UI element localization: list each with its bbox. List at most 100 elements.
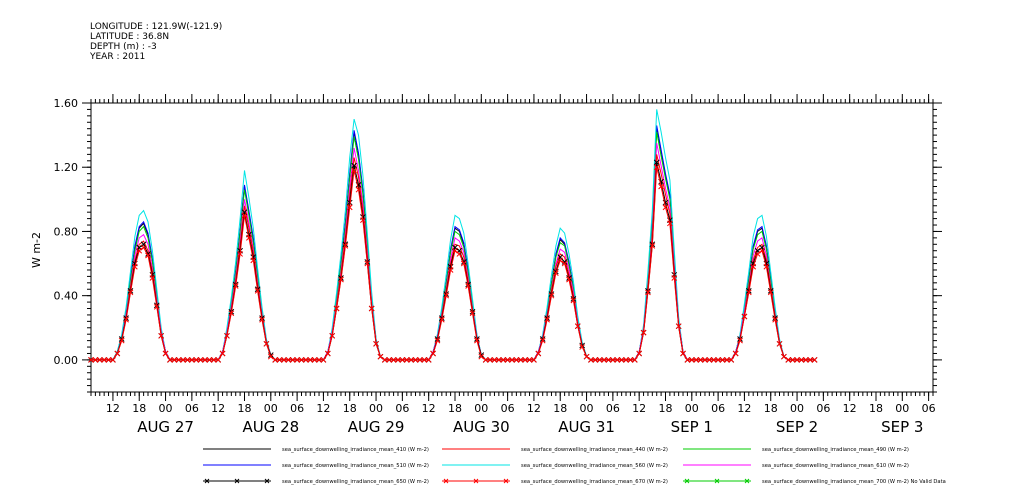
series-marker bbox=[381, 357, 388, 363]
series-marker bbox=[776, 340, 783, 347]
x-tick-label: 06 bbox=[922, 402, 936, 415]
series-marker bbox=[675, 323, 682, 330]
x-tick-label: 00 bbox=[264, 402, 278, 415]
series-marker bbox=[579, 344, 586, 350]
series-marker bbox=[548, 292, 555, 299]
series-marker bbox=[702, 357, 708, 363]
series-marker bbox=[601, 357, 607, 363]
series-marker bbox=[193, 357, 200, 363]
series-marker bbox=[403, 357, 410, 363]
x-tick-label: 00 bbox=[580, 402, 594, 415]
series-marker bbox=[688, 357, 695, 363]
series-marker bbox=[285, 357, 292, 363]
year-text: YEAR : 2011 bbox=[90, 52, 146, 62]
series-marker bbox=[412, 357, 419, 363]
series-marker bbox=[719, 357, 726, 363]
legend-marker bbox=[473, 478, 479, 484]
legend-marker bbox=[714, 478, 720, 484]
series-marker bbox=[767, 289, 774, 296]
series-marker bbox=[491, 357, 498, 363]
legend-marker bbox=[264, 478, 270, 484]
series-marker bbox=[294, 357, 300, 363]
x-tick-label: 06 bbox=[185, 402, 199, 415]
series-marker bbox=[438, 316, 445, 323]
series-marker bbox=[311, 357, 318, 363]
x-day-label: AUG 29 bbox=[348, 418, 405, 436]
longitude-text: LONGITUDE : 121.9W(-121.9) bbox=[90, 22, 223, 32]
x-tick-label: 06 bbox=[290, 402, 304, 415]
series-marker bbox=[535, 350, 542, 357]
series-line bbox=[91, 109, 815, 361]
series-marker bbox=[110, 357, 116, 363]
series-marker bbox=[478, 353, 485, 360]
series-marker bbox=[92, 357, 99, 363]
x-tick-label: 00 bbox=[895, 402, 909, 415]
series-marker bbox=[149, 275, 156, 281]
legend-label: sea_surface_downwelling_irradiance_mean_… bbox=[521, 463, 668, 469]
series-marker bbox=[338, 276, 344, 283]
series-marker bbox=[570, 297, 577, 304]
series-marker bbox=[202, 357, 208, 363]
series-marker bbox=[263, 340, 270, 347]
series-marker bbox=[789, 357, 796, 363]
series-marker bbox=[259, 316, 265, 323]
series-marker bbox=[605, 357, 612, 363]
series-marker bbox=[355, 186, 362, 193]
series-marker bbox=[500, 357, 507, 363]
legend-marker bbox=[503, 478, 509, 484]
series-marker bbox=[544, 316, 550, 323]
series-marker bbox=[206, 357, 213, 363]
series-marker bbox=[640, 329, 647, 336]
legend-label: sea_surface_downwelling_irradiance_mean_… bbox=[521, 447, 668, 453]
x-day-label: AUG 27 bbox=[137, 418, 194, 436]
series-marker bbox=[706, 357, 713, 363]
series-marker bbox=[162, 350, 169, 357]
series-marker bbox=[417, 357, 423, 363]
series-marker bbox=[447, 267, 454, 273]
series-marker bbox=[667, 220, 673, 227]
series-marker bbox=[653, 164, 660, 171]
x-tick-label: 12 bbox=[106, 402, 120, 415]
series-marker bbox=[522, 357, 529, 363]
series-marker bbox=[333, 305, 340, 312]
legend-label: sea_surface_downwelling_irradiance_mean_… bbox=[762, 479, 946, 485]
x-day-label: AUG 31 bbox=[558, 418, 615, 436]
series-marker bbox=[754, 251, 761, 257]
series-marker bbox=[105, 357, 112, 363]
series-marker bbox=[167, 357, 173, 363]
x-day-label: SEP 3 bbox=[881, 418, 923, 436]
dataset-info: LONGITUDE : 121.9W(-121.9) LATITUDE : 36… bbox=[90, 22, 222, 62]
series-marker bbox=[351, 167, 357, 174]
series-marker bbox=[697, 357, 704, 363]
series-marker bbox=[145, 252, 151, 259]
series-marker bbox=[566, 276, 572, 283]
series-marker bbox=[627, 357, 634, 363]
series-marker bbox=[574, 323, 581, 330]
series-marker bbox=[303, 357, 309, 363]
series-marker bbox=[114, 350, 121, 357]
series-marker bbox=[745, 289, 752, 296]
series-marker bbox=[184, 357, 191, 363]
series-marker bbox=[811, 357, 818, 363]
series-marker bbox=[241, 212, 248, 219]
series-marker bbox=[246, 235, 252, 241]
series-marker bbox=[526, 357, 533, 363]
series-marker bbox=[732, 350, 739, 357]
y-tick-label: 0.80 bbox=[54, 225, 79, 238]
series-marker bbox=[684, 357, 691, 363]
series-marker bbox=[434, 337, 441, 344]
x-tick-label: 06 bbox=[501, 402, 515, 415]
series-marker bbox=[557, 257, 564, 264]
legend-marker bbox=[684, 478, 690, 484]
series-marker bbox=[390, 357, 397, 363]
series-marker bbox=[118, 337, 125, 344]
series-marker bbox=[237, 251, 243, 257]
latitude-text: LATITUDE : 36.8N bbox=[90, 32, 170, 42]
x-tick-label: 12 bbox=[843, 402, 857, 415]
series-marker bbox=[517, 357, 524, 363]
x-tick-label: 18 bbox=[869, 402, 883, 415]
legend-label: sea_surface_downwelling_irradiance_mean_… bbox=[762, 447, 909, 453]
series-marker bbox=[373, 340, 379, 347]
series-marker bbox=[346, 204, 353, 211]
x-tick-label: 00 bbox=[159, 402, 173, 415]
